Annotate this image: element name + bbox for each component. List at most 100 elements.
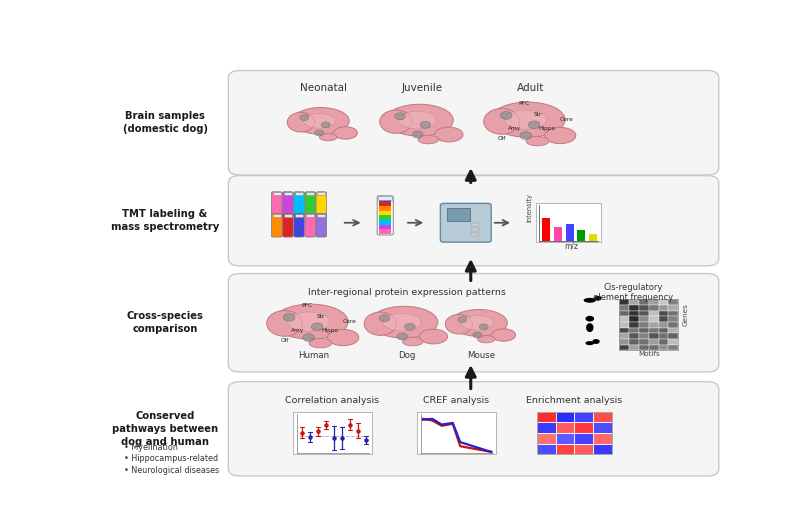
Bar (556, 411, 574, 422)
Circle shape (586, 316, 594, 322)
Ellipse shape (419, 329, 447, 344)
Circle shape (458, 317, 467, 323)
Text: PFC: PFC (302, 303, 313, 308)
Text: PFC: PFC (519, 101, 530, 106)
Bar (649, 339, 658, 344)
Bar (629, 305, 639, 311)
Circle shape (322, 122, 330, 128)
Text: Amy: Amy (291, 328, 304, 333)
Bar (619, 299, 629, 305)
Text: Neonatal: Neonatal (300, 83, 346, 93)
FancyBboxPatch shape (305, 214, 315, 237)
Bar (306, 214, 314, 217)
Bar (619, 339, 629, 344)
Circle shape (520, 131, 531, 139)
Circle shape (420, 121, 430, 128)
Text: Cere: Cere (560, 117, 574, 122)
Ellipse shape (402, 337, 423, 346)
Text: Olf: Olf (281, 338, 289, 343)
Text: • Myelination: • Myelination (123, 443, 178, 452)
Bar (658, 299, 668, 305)
Bar (658, 322, 668, 328)
Circle shape (379, 315, 390, 322)
Bar (639, 333, 649, 339)
Circle shape (300, 114, 309, 120)
Bar (629, 322, 639, 328)
Ellipse shape (434, 127, 463, 142)
Circle shape (283, 314, 295, 321)
Bar (619, 322, 629, 328)
Ellipse shape (309, 338, 332, 348)
Bar (556, 422, 574, 433)
Circle shape (314, 130, 324, 136)
FancyBboxPatch shape (282, 214, 293, 237)
Text: Cis-regulatory
element frequency: Cis-regulatory element frequency (593, 282, 674, 302)
Text: Olf: Olf (498, 136, 506, 141)
Bar (574, 444, 593, 454)
Ellipse shape (383, 313, 422, 331)
Ellipse shape (364, 312, 397, 335)
Circle shape (303, 334, 314, 341)
Bar (629, 299, 639, 305)
Text: Genes: Genes (682, 303, 689, 326)
Bar (639, 344, 649, 350)
Text: Cross-species
comparison: Cross-species comparison (126, 311, 203, 334)
Bar (619, 316, 629, 322)
Bar (284, 192, 292, 196)
Ellipse shape (327, 330, 359, 346)
Bar (379, 201, 391, 206)
Ellipse shape (526, 136, 549, 146)
Bar (658, 339, 668, 344)
Bar (556, 444, 574, 454)
Text: Cere: Cere (342, 319, 357, 324)
Bar (649, 311, 658, 316)
Bar (470, 228, 479, 231)
Ellipse shape (586, 323, 594, 332)
Bar (639, 339, 649, 344)
FancyBboxPatch shape (294, 192, 304, 215)
Bar (537, 422, 556, 433)
Bar (629, 328, 639, 333)
Bar (447, 208, 470, 220)
Bar (649, 333, 658, 339)
Bar (639, 311, 649, 316)
Ellipse shape (462, 315, 494, 330)
Bar (639, 305, 649, 311)
FancyBboxPatch shape (316, 192, 326, 215)
FancyBboxPatch shape (271, 214, 282, 237)
Ellipse shape (490, 102, 565, 137)
Ellipse shape (370, 306, 438, 338)
Bar (658, 316, 668, 322)
Bar (619, 311, 629, 316)
Bar (470, 223, 479, 226)
Bar (658, 305, 668, 311)
Bar (574, 411, 593, 422)
Bar (537, 444, 556, 454)
Bar (379, 197, 391, 201)
FancyBboxPatch shape (228, 273, 718, 372)
Text: Enrichment analysis: Enrichment analysis (526, 396, 622, 405)
Bar (537, 411, 611, 454)
Circle shape (594, 296, 602, 301)
Bar (668, 311, 678, 316)
FancyBboxPatch shape (440, 204, 491, 242)
Bar (629, 311, 639, 316)
Ellipse shape (334, 127, 358, 139)
Bar (556, 433, 574, 444)
Text: Hippo: Hippo (322, 328, 338, 333)
Bar (629, 333, 639, 339)
Ellipse shape (446, 314, 473, 334)
Bar (629, 344, 639, 350)
Bar (535, 204, 601, 242)
Bar (658, 333, 668, 339)
Bar (619, 344, 629, 350)
FancyBboxPatch shape (228, 175, 718, 266)
FancyBboxPatch shape (271, 192, 282, 215)
Bar (668, 328, 678, 333)
Ellipse shape (303, 113, 335, 128)
Text: Adult: Adult (518, 83, 545, 93)
Text: Amy: Amy (508, 126, 522, 131)
Bar (379, 206, 391, 211)
Bar (379, 224, 391, 229)
Circle shape (394, 113, 406, 120)
